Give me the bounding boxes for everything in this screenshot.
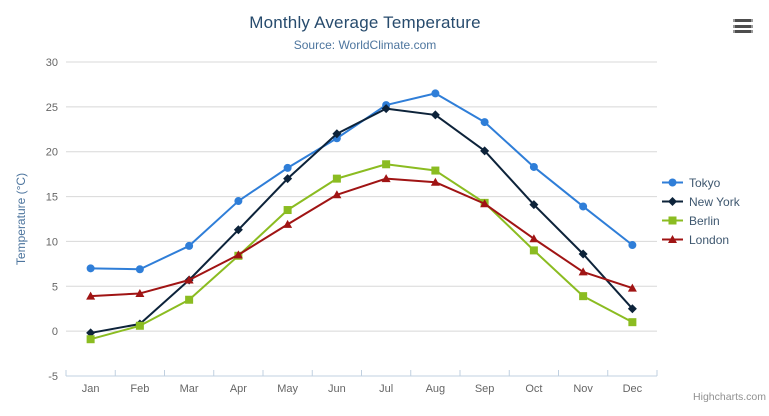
series-berlin: [86, 160, 637, 344]
x-axis-tick-label: Sep: [475, 383, 495, 395]
data-point-marker[interactable]: [382, 160, 391, 169]
data-point-marker[interactable]: [283, 206, 292, 215]
series-line[interactable]: [89, 92, 634, 271]
data-point-marker[interactable]: [579, 292, 588, 301]
data-point-marker[interactable]: [529, 162, 538, 171]
y-axis-tick-label: 15: [46, 192, 58, 204]
data-point-marker[interactable]: [185, 295, 194, 304]
data-point-marker[interactable]: [480, 118, 489, 127]
y-axis-tick-label: 10: [46, 236, 58, 248]
data-point-marker[interactable]: [480, 199, 490, 208]
legend-item-new-york[interactable]: New York: [661, 192, 740, 211]
data-point-marker[interactable]: [627, 283, 637, 292]
x-axis-tick-label: May: [277, 383, 298, 395]
data-point-marker[interactable]: [529, 246, 538, 255]
data-point-marker[interactable]: [430, 110, 440, 120]
x-axis-tick-label: Oct: [525, 383, 542, 395]
data-point-marker[interactable]: [86, 264, 95, 273]
data-point-marker[interactable]: [578, 249, 588, 259]
data-point-marker[interactable]: [332, 174, 341, 183]
data-point-marker[interactable]: [627, 304, 637, 314]
series-line[interactable]: [89, 107, 634, 334]
legend-label: Tokyo: [689, 175, 721, 190]
y-axis-tick-label: 30: [46, 57, 58, 69]
legend-symbol[interactable]: [668, 235, 677, 243]
export-menu-button[interactable]: [733, 19, 753, 33]
legend-label: London: [689, 232, 730, 247]
data-point-marker[interactable]: [86, 291, 96, 300]
data-point-marker[interactable]: [86, 328, 96, 338]
chart-title: Monthly Average Temperature: [249, 13, 481, 32]
data-point-marker[interactable]: [233, 225, 243, 235]
data-point-marker[interactable]: [579, 202, 588, 211]
highcharts-credit-link[interactable]: Highcharts.com: [693, 391, 766, 403]
legend: Tokyo New York Berlin London: [661, 173, 740, 249]
legend-symbol[interactable]: [668, 216, 677, 225]
x-axis-tick-label: Jan: [82, 383, 100, 395]
data-point-marker[interactable]: [283, 219, 293, 228]
legend-symbol[interactable]: [668, 197, 677, 206]
legend-symbol[interactable]: [668, 178, 677, 187]
x-axis-tick-label: Aug: [426, 383, 446, 395]
data-point-marker[interactable]: [283, 163, 292, 172]
legend-item-tokyo[interactable]: Tokyo: [661, 173, 740, 192]
y-axis-tick-label: 0: [52, 326, 58, 338]
legend-label: New York: [689, 194, 740, 209]
chart-subtitle: Source: WorldClimate.com: [293, 38, 437, 52]
data-point-marker[interactable]: [628, 241, 637, 250]
data-point-marker[interactable]: [431, 89, 440, 98]
legend-item-berlin[interactable]: Berlin: [661, 211, 740, 230]
data-point-marker[interactable]: [135, 288, 145, 297]
series-london: [86, 174, 637, 300]
data-point-marker[interactable]: [529, 200, 539, 210]
hamburger-icon: [733, 24, 753, 28]
data-point-marker[interactable]: [628, 318, 637, 327]
new-york-line-diamond-icon: [662, 197, 683, 206]
y-axis-tick-label: 5: [52, 281, 58, 293]
y-axis-title: Temperature (°C): [14, 173, 28, 265]
x-axis-tick-label: Nov: [573, 383, 593, 395]
data-point-marker[interactable]: [529, 234, 539, 243]
x-axis-tick-label: Jul: [379, 383, 393, 395]
data-point-marker[interactable]: [431, 166, 440, 175]
data-point-marker[interactable]: [332, 129, 342, 139]
berlin-line-square-icon: [662, 216, 683, 225]
series-line[interactable]: [89, 177, 634, 298]
series-tokyo: [86, 89, 637, 274]
x-axis-tick-label: Jun: [328, 383, 346, 395]
x-axis-tick-label: Feb: [130, 383, 149, 395]
data-point-marker[interactable]: [332, 190, 342, 199]
series-line[interactable]: [89, 163, 634, 341]
x-axis-tick-label: Mar: [180, 383, 199, 395]
series-new-york: [86, 104, 637, 338]
data-point-marker[interactable]: [480, 146, 490, 156]
data-point-marker[interactable]: [381, 174, 391, 183]
hamburger-icon: [733, 30, 753, 33]
data-point-marker[interactable]: [283, 174, 293, 184]
data-point-marker[interactable]: [430, 177, 440, 186]
data-point-marker[interactable]: [234, 197, 243, 206]
data-point-marker[interactable]: [135, 321, 144, 330]
tokyo-line-circle-icon: [662, 178, 683, 187]
legend-label: Berlin: [689, 213, 720, 228]
y-axis-tick-label: 20: [46, 147, 58, 159]
y-axis-tick-label: 25: [46, 102, 58, 114]
data-point-marker[interactable]: [185, 241, 194, 250]
data-point-marker[interactable]: [135, 265, 144, 274]
london-line-triangle-icon: [662, 235, 683, 243]
hamburger-icon: [733, 19, 753, 22]
data-point-marker[interactable]: [381, 104, 391, 114]
data-point-marker[interactable]: [184, 275, 194, 284]
legend-item-london[interactable]: London: [661, 230, 740, 249]
data-point-marker[interactable]: [578, 267, 588, 276]
x-axis-tick-label: Dec: [623, 383, 643, 395]
x-axis-tick-label: Apr: [230, 383, 247, 395]
data-point-marker[interactable]: [86, 335, 95, 344]
data-point-marker[interactable]: [233, 250, 243, 259]
y-axis-tick-label: -5: [48, 371, 58, 383]
